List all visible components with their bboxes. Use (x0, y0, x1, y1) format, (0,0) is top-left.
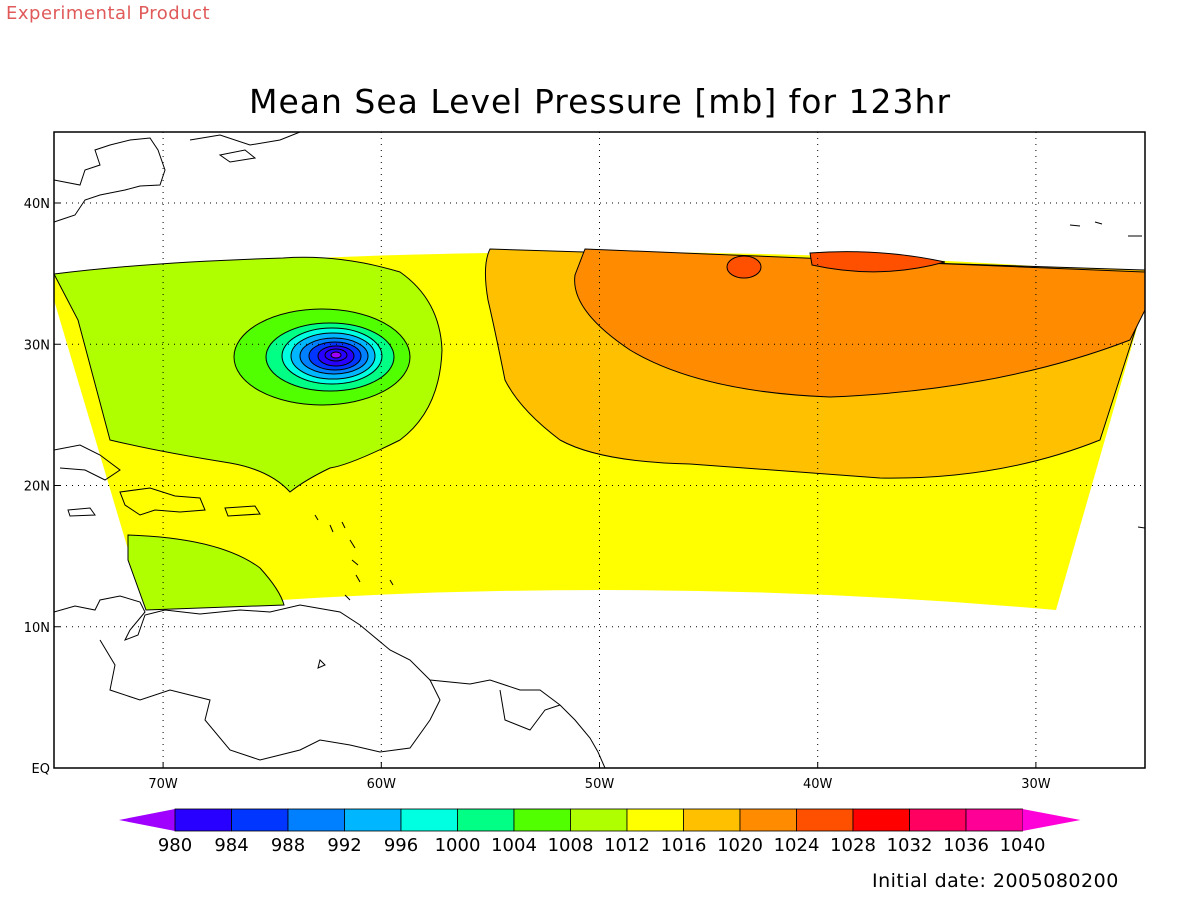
map-frame (53, 131, 1146, 769)
lon-tick-label: 70W (148, 777, 178, 792)
colorbar-label: 992 (327, 835, 361, 856)
colorbar-arrow-right (1022, 809, 1081, 831)
trinidad-coast (317, 659, 326, 669)
lon-tick-label: 50W (585, 777, 615, 792)
lat-tick-label: 10N (24, 621, 50, 636)
colorbar-swatch (400, 808, 458, 832)
colorbar-swatch (626, 808, 684, 832)
colorbar-swatch (852, 808, 910, 832)
colorbar-label: 1000 (435, 835, 481, 856)
colorbar-swatch (287, 808, 345, 832)
colorbar: 980 984 988 992 996 1000 1004 1008 1012 1016 1020 1… (119, 808, 1081, 856)
pressure-field (54, 248, 1145, 611)
coastlines (54, 132, 1145, 768)
lat-tick-label: 40N (24, 197, 50, 212)
pressure-cell-1024 (726, 255, 762, 279)
colorbar-swatch (683, 808, 741, 832)
colorbar-label: 988 (271, 835, 305, 856)
lat-tick-label: 20N (24, 480, 50, 495)
colorbar-swatch (909, 808, 967, 832)
longitude-labels: 70W 60W 50W 40W 30W (148, 777, 1050, 792)
cuba-coast (54, 444, 121, 481)
colorbar-swatch (174, 808, 232, 832)
guyana-border (499, 689, 561, 731)
pressure-band-1020 (574, 248, 1145, 398)
colorbar-label: 996 (384, 835, 418, 856)
lat-lon-grid (54, 132, 1145, 769)
colorbar-label: 1028 (830, 835, 876, 856)
experimental-product-label: Experimental Product (6, 3, 211, 24)
pressure-band-1024 (809, 251, 946, 273)
east-atlantic-islands (1069, 221, 1145, 529)
map-title: Mean Sea Level Pressure [mb] for 123hr (248, 82, 952, 121)
colorbar-swatch (739, 808, 797, 832)
jamaica-coast (67, 507, 96, 517)
colorbar-swatch (796, 808, 854, 832)
south-america-interior (99, 639, 441, 761)
colorbar-swatch (570, 808, 628, 832)
initial-date: Initial date: 2005080200 (872, 870, 1119, 892)
colorbar-label: 1020 (717, 835, 763, 856)
lat-tick-label: EQ (32, 762, 50, 777)
colorbar-label: 1016 (661, 835, 707, 856)
hispaniola-coast (119, 487, 206, 516)
south-america-coast (54, 595, 606, 768)
latitude-labels: EQ 10N 20N 30N 40N (24, 197, 50, 777)
hurricane-low (233, 308, 411, 406)
colorbar-label: 1024 (774, 835, 820, 856)
colorbar-label: 1036 (943, 835, 989, 856)
pressure-band-1008-south (127, 534, 285, 611)
colorbar-label: 1032 (887, 835, 933, 856)
lon-tick-label: 60W (367, 777, 397, 792)
north-america-coast (54, 137, 166, 223)
colorbar-swatch (344, 808, 402, 832)
lon-tick-label: 40W (803, 777, 833, 792)
lat-tick-label: 30N (24, 338, 50, 353)
colorbar-label: 1012 (604, 835, 650, 856)
puerto-rico-coast (224, 505, 261, 517)
colorbar-swatch (457, 808, 515, 832)
lesser-antilles (314, 514, 394, 601)
colorbar-label: 1004 (491, 835, 537, 856)
colorbar-label: 980 (158, 835, 192, 856)
lon-tick-label: 30W (1021, 777, 1051, 792)
nova-scotia-coast (189, 132, 301, 163)
colorbar-label: 984 (214, 835, 248, 856)
colorbar-swatch (513, 808, 571, 832)
colorbar-label: 1040 (1000, 835, 1046, 856)
colorbar-label: 1008 (548, 835, 594, 856)
colorbar-swatch (231, 808, 289, 832)
colorbar-arrow-left (119, 809, 175, 831)
colorbar-swatch (965, 808, 1023, 832)
